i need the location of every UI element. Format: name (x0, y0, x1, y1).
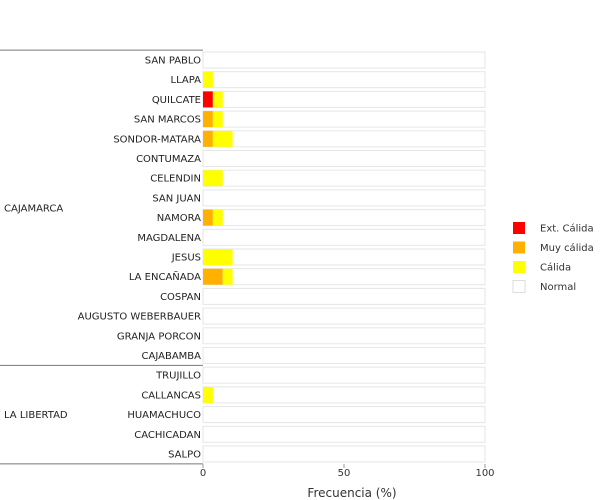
y-tick-label: GRANJA PORCON (117, 331, 201, 342)
y-tick-label: SAN PABLO (145, 56, 201, 67)
bar-background (202, 366, 486, 384)
bar-segment[interactable] (222, 268, 233, 285)
bar-background (202, 71, 486, 89)
y-tick-label: LLAPA (171, 75, 202, 86)
bar-segment[interactable] (212, 209, 223, 226)
bar-background (202, 150, 486, 167)
bar-background (202, 209, 486, 227)
y-tick-label: TRUJILLO (155, 371, 201, 382)
bar-segment[interactable] (203, 249, 233, 265)
group-label: LA LIBERTAD (4, 410, 68, 421)
x-tick-label: 100 (475, 468, 494, 479)
y-tick-label: SAN JUAN (152, 193, 201, 204)
bar-background (202, 90, 486, 108)
legend-label[interactable]: Muy cálida (540, 242, 594, 254)
bar-background (202, 169, 486, 187)
y-tick-label: CACHICADAN (134, 430, 201, 441)
bar-segment[interactable] (203, 71, 213, 88)
legend-swatch[interactable] (512, 280, 526, 293)
y-tick-label: NAMORA (157, 213, 201, 224)
bar-segment[interactable] (212, 91, 223, 108)
bar-layer (202, 51, 486, 463)
bar-segment[interactable] (203, 209, 213, 226)
legend-label[interactable]: Normal (540, 282, 576, 293)
bar-background (202, 248, 486, 266)
y-tick-label: CONTUMAZA (136, 154, 201, 165)
legend-label[interactable]: Ext. Cálida (540, 223, 594, 235)
bar-background (202, 130, 486, 148)
bar-segment[interactable] (203, 91, 213, 108)
bar-background (202, 189, 486, 207)
bar-segment[interactable] (212, 130, 233, 147)
bar-segment[interactable] (203, 268, 223, 285)
group-label: CAJAMARCA (4, 203, 63, 214)
bar-background (202, 386, 486, 404)
station-label-layer: SAN PABLO LLAPA QUILCATE SAN MARCOS SONDOR-M… (78, 56, 202, 461)
x-tick-label: 50 (338, 468, 351, 479)
bar-background (202, 228, 486, 246)
y-tick-label: LA ENCAÑADA (129, 270, 201, 283)
legend-swatch[interactable] (513, 222, 525, 234)
bar-background (202, 110, 486, 128)
bar-background (202, 347, 486, 364)
y-tick-label: MAGDALENA (137, 233, 201, 244)
bar-background (202, 406, 486, 424)
bar-segment[interactable] (203, 386, 213, 403)
y-tick-label: SALPO (168, 450, 201, 461)
bar-background (202, 425, 486, 443)
bar-background (202, 268, 486, 286)
legend-swatch[interactable] (513, 261, 525, 273)
bar-background (202, 307, 486, 325)
y-tick-label: CAJABAMBA (142, 351, 202, 362)
bar-background (202, 287, 486, 305)
y-tick-label: SONDOR-MATARA (113, 134, 201, 145)
y-tick-label: HUAMACHUCO (127, 410, 201, 421)
bar-segment[interactable] (203, 130, 213, 147)
y-tick-label: SAN MARCOS (134, 115, 201, 126)
bar-background (202, 51, 486, 69)
y-tick-label: COSPAN (160, 292, 201, 303)
bar-segment[interactable] (203, 111, 213, 128)
x-tick-label: 0 (200, 468, 206, 479)
y-tick-label: CELENDIN (150, 174, 201, 185)
y-tick-label: QUILCATE (152, 95, 201, 106)
x-axis: 0 50 100 (200, 464, 495, 479)
group-divider-layer: CAJAMARCA LA LIBERTAD (0, 49, 203, 465)
legend: Ext. Cálida Muy cálida Cálida Normal (512, 222, 594, 293)
y-tick-label: CALLANCAS (141, 390, 201, 401)
y-tick-label: AUGUSTO WEBERBAUER (78, 312, 201, 323)
bar-segment[interactable] (203, 170, 223, 187)
legend-swatch[interactable] (513, 241, 525, 254)
y-tick-label: JESUS (171, 253, 201, 264)
bar-segment[interactable] (212, 111, 223, 128)
legend-label[interactable]: Cálida (540, 262, 571, 274)
x-axis-title: Frecuencia (%) (307, 486, 396, 500)
bar-background (202, 445, 486, 463)
bar-background (202, 327, 486, 345)
